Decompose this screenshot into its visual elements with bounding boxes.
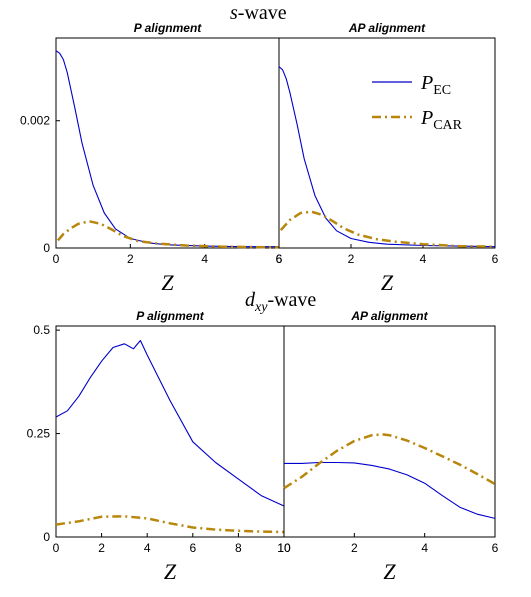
x-axis-label: Z	[164, 559, 177, 584]
y-tick-label: 0.25	[27, 427, 51, 441]
x-tick-label: 6	[492, 541, 499, 555]
x-tick-label: 4	[420, 252, 427, 266]
x-tick-label: 10	[277, 541, 291, 555]
series-line-p-ec	[284, 461, 496, 519]
x-tick-label: 6	[276, 252, 283, 266]
x-axis-label: Z	[381, 270, 394, 295]
x-axis-label: Z	[161, 270, 174, 295]
x-tick-label: 2	[348, 252, 355, 266]
series-line-p-ec	[55, 50, 279, 248]
y-tick-label: 0	[43, 241, 50, 255]
x-tick-label: 2	[127, 252, 134, 266]
x-tick-label: 10	[277, 541, 291, 555]
x-tick-label: 6	[276, 252, 283, 266]
y-tick-label: 0.002	[20, 114, 50, 128]
y-tick-label: 0.5	[33, 323, 50, 337]
x-tick-label: 0	[53, 252, 60, 266]
x-tick-label: 0	[53, 541, 60, 555]
series-line-p-car	[56, 220, 280, 249]
panel-title: AP alignment	[350, 309, 428, 323]
x-tick-label: 2	[351, 541, 358, 555]
s-wave-group-title: s-wave	[230, 2, 287, 24]
x-tick-label: 8	[235, 541, 242, 555]
x-tick-label: 2	[98, 541, 105, 555]
panel-title: AP alignment	[348, 21, 426, 35]
panel-s-wave-p-alignment: 0 2 4 6 0 0.002 P alignment Z	[20, 21, 283, 295]
series-line-p-ec	[55, 339, 285, 507]
plot-frame	[55, 325, 285, 538]
x-axis-label: Z	[383, 559, 396, 584]
series-line-p-car	[55, 515, 285, 534]
series-line-p-car	[279, 210, 496, 248]
d-wave-group-title: dxy-wave	[245, 289, 316, 315]
panel-s-wave-ap-alignment: 6 2 4 6 AP alignment Z	[276, 21, 499, 295]
x-tick-label: 4	[144, 541, 151, 555]
panel-title: P alignment	[136, 309, 205, 323]
series-line-p-car	[283, 433, 496, 490]
panel-title: P alignment	[134, 21, 203, 35]
plot-frame	[55, 37, 280, 249]
plot-frame	[278, 37, 496, 249]
panel-dxy-wave-ap-alignment: 10 2 4 6 AP alignment Z	[277, 309, 498, 584]
panel-dxy-wave-p-alignment: 0 2 4 6 8 10 0 0.25 0.5 P alignment Z	[27, 309, 291, 584]
y-tick-label: 0	[43, 530, 50, 544]
series-line-p-ec	[278, 66, 496, 248]
legend-ec-label: PEC	[420, 72, 451, 98]
x-tick-label: 6	[189, 541, 196, 555]
plot-frame	[283, 325, 496, 538]
x-tick-label: 6	[492, 252, 499, 266]
x-tick-label: 4	[421, 541, 428, 555]
legend: PEC PCAR	[372, 72, 463, 133]
x-tick-label: 4	[201, 252, 208, 266]
legend-car-label: PCAR	[420, 107, 463, 133]
